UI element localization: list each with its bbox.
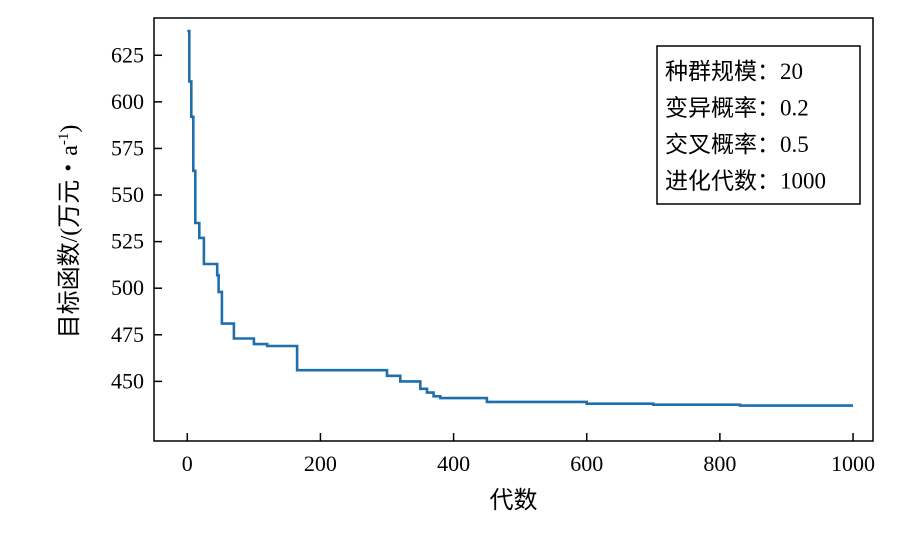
y-tick-label: 575 [111,135,144,160]
annotation-line: 变异概率：0.2 [665,96,809,121]
y-tick-label: 550 [111,182,144,207]
annotation-frame [656,45,861,205]
y-tick-label: 500 [111,275,144,300]
plot-frame [153,17,874,442]
x-axis-title: 代数 [490,487,538,514]
x-axis-ticks: 0 200 400 600 800 1000 [182,433,875,476]
annotation-line: 种群规模：20 [665,59,803,84]
series-line [187,29,853,407]
x-tick-label: 400 [437,451,470,476]
y-axis-ticks: 450 475 500 525 550 575 600 625 [111,42,162,393]
y-tick-label: 450 [111,368,144,393]
y-tick-label: 525 [111,229,144,254]
annotation-line: 进化代数：1000 [665,169,826,194]
y-axis-title-main: 目标函数/(万元・a [56,145,83,339]
x-tick-label: 1000 [831,451,875,476]
x-tick-label: 0 [182,451,193,476]
y-tick-label: 475 [111,322,144,347]
y-tick-label: 625 [111,42,144,67]
y-tick-label: 600 [111,89,144,114]
series-layer [187,29,853,407]
annotation-lines: 种群规模：20 变异概率：0.2 交叉概率：0.5 进化代数：1000 [665,59,826,194]
y-axis-title-sup: -1 [56,133,72,146]
x-tick-label: 600 [570,451,603,476]
x-tick-label: 800 [703,451,736,476]
annotation-line: 交叉概率：0.5 [665,132,809,157]
y-axis-title-end: ) [57,125,83,133]
x-tick-label: 200 [304,451,337,476]
annotation-box: 种群规模：20 变异概率：0.2 交叉概率：0.5 进化代数：1000 [656,45,861,205]
y-axis-title: 目标函数/(万元・a-1) [56,125,83,339]
